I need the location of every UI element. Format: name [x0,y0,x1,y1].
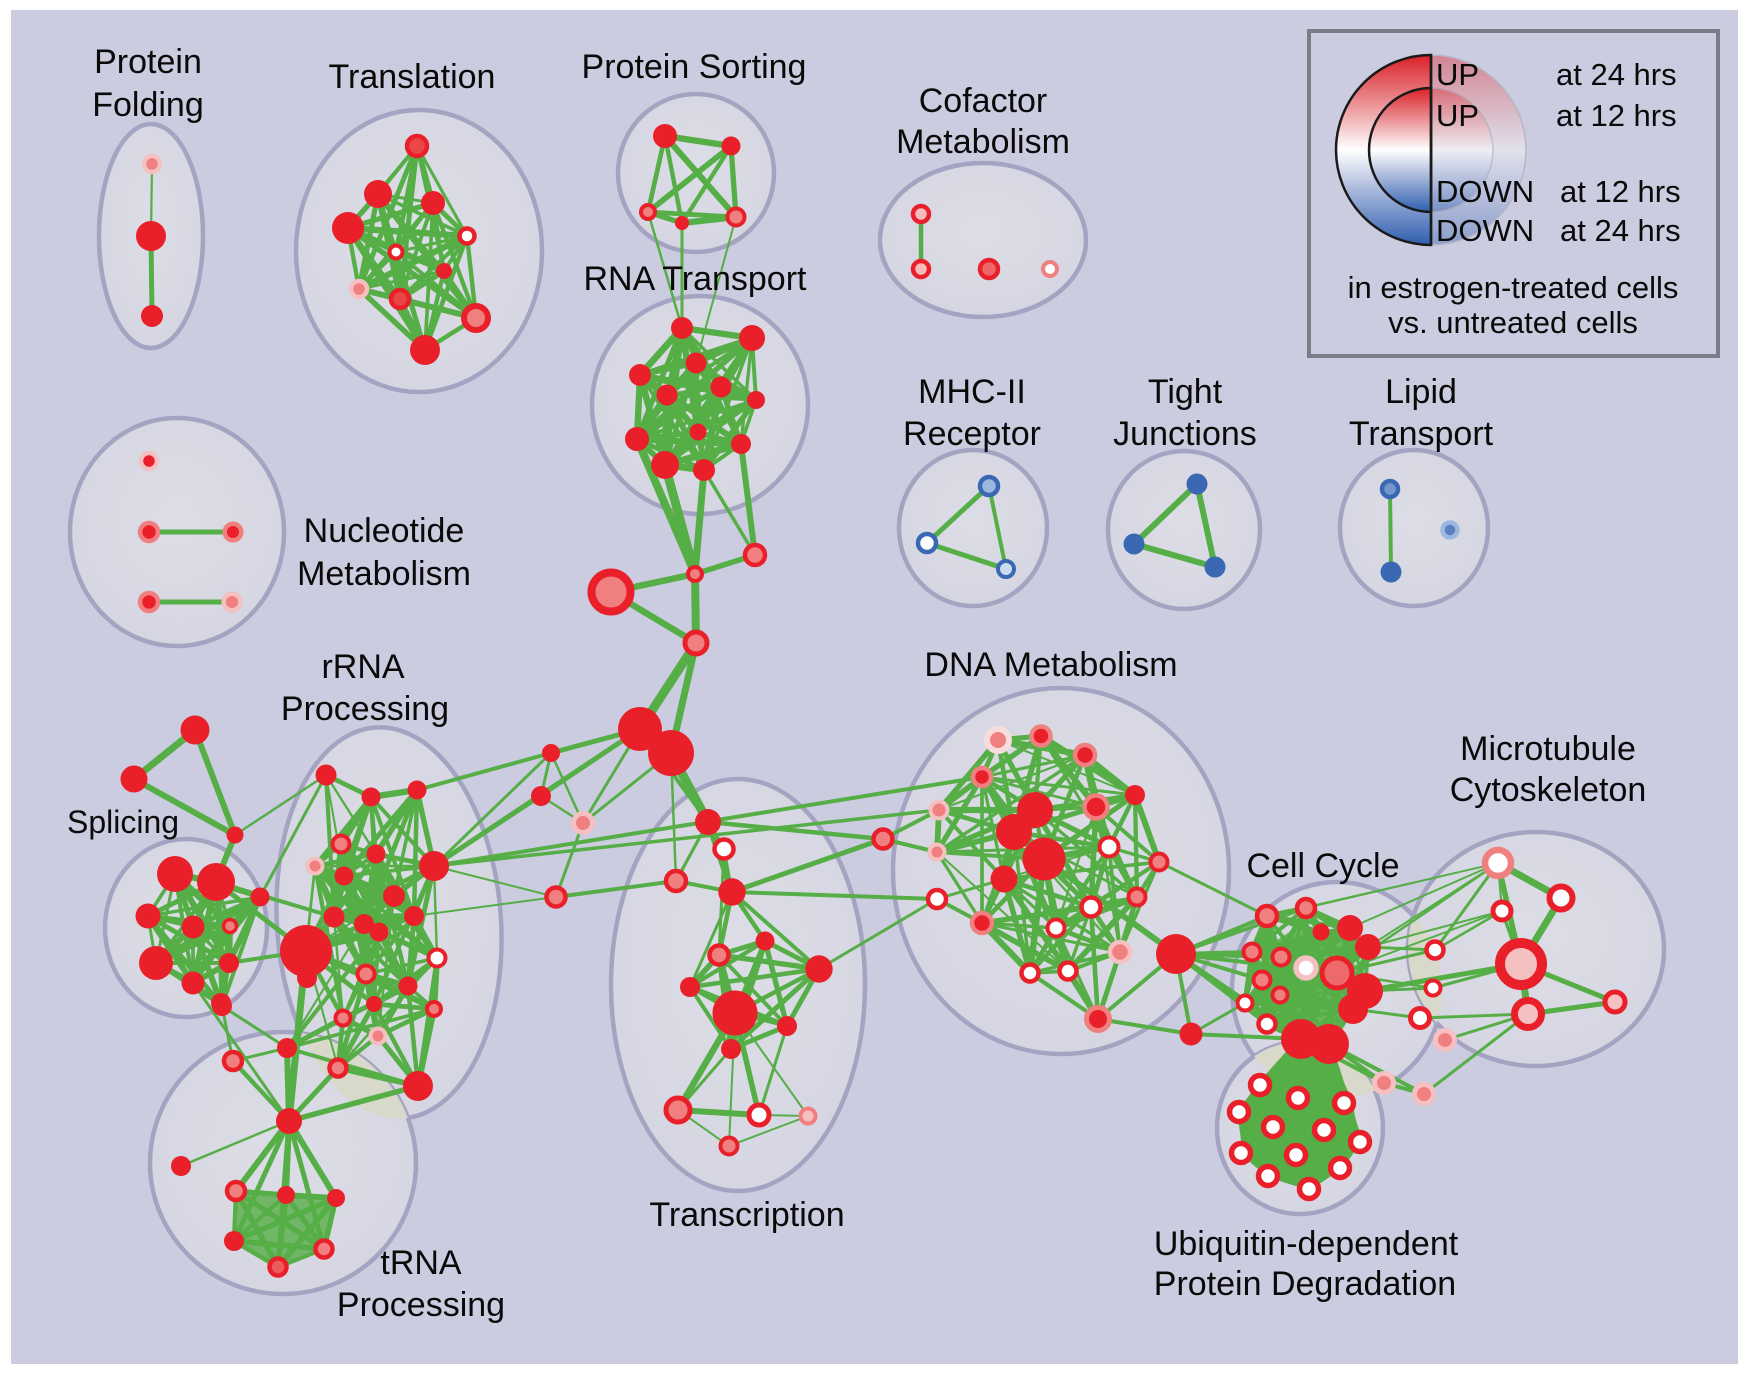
svg-text:Translation: Translation [329,58,496,96]
svg-text:vs. untreated cells: vs. untreated cells [1388,305,1638,340]
svg-text:Folding: Folding [92,86,204,124]
svg-text:Processing: Processing [337,1286,505,1324]
svg-text:RNA Transport: RNA Transport [584,260,808,298]
svg-text:at 24 hrs: at 24 hrs [1560,213,1681,248]
svg-text:Transcription: Transcription [649,1196,844,1234]
svg-text:Processing: Processing [281,690,449,728]
svg-text:DNA Metabolism: DNA Metabolism [924,646,1177,684]
svg-text:Junctions: Junctions [1113,415,1257,453]
svg-text:Tight: Tight [1148,373,1223,411]
svg-text:UP: UP [1436,57,1479,92]
svg-text:at 24 hrs: at 24 hrs [1556,57,1677,92]
svg-text:Protein Sorting: Protein Sorting [582,48,807,86]
svg-text:Cell Cycle: Cell Cycle [1246,847,1399,885]
svg-text:Lipid: Lipid [1385,373,1457,411]
svg-text:Receptor: Receptor [903,415,1041,453]
svg-text:Metabolism: Metabolism [297,555,471,593]
svg-text:rRNA: rRNA [321,648,404,686]
svg-text:in estrogen-treated cells: in estrogen-treated cells [1348,270,1679,305]
svg-text:Cofactor: Cofactor [919,82,1048,120]
svg-text:Protein Degradation: Protein Degradation [1154,1265,1456,1303]
svg-text:Metabolism: Metabolism [896,123,1070,161]
svg-text:Protein: Protein [94,43,202,81]
svg-text:Ubiquitin-dependent: Ubiquitin-dependent [1154,1225,1459,1263]
svg-text:tRNA: tRNA [380,1244,462,1282]
svg-text:UP: UP [1436,98,1479,133]
svg-text:Splicing: Splicing [67,804,179,840]
svg-text:MHC-II: MHC-II [918,373,1026,411]
svg-text:Transport: Transport [1349,415,1494,453]
svg-text:Microtubule: Microtubule [1460,730,1636,768]
svg-text:DOWN: DOWN [1436,174,1534,209]
svg-text:at 12 hrs: at 12 hrs [1560,174,1681,209]
svg-text:DOWN: DOWN [1436,213,1534,248]
svg-text:Nucleotide: Nucleotide [304,512,465,550]
svg-text:at 12 hrs: at 12 hrs [1556,98,1677,133]
svg-text:Cytoskeleton: Cytoskeleton [1450,771,1647,809]
